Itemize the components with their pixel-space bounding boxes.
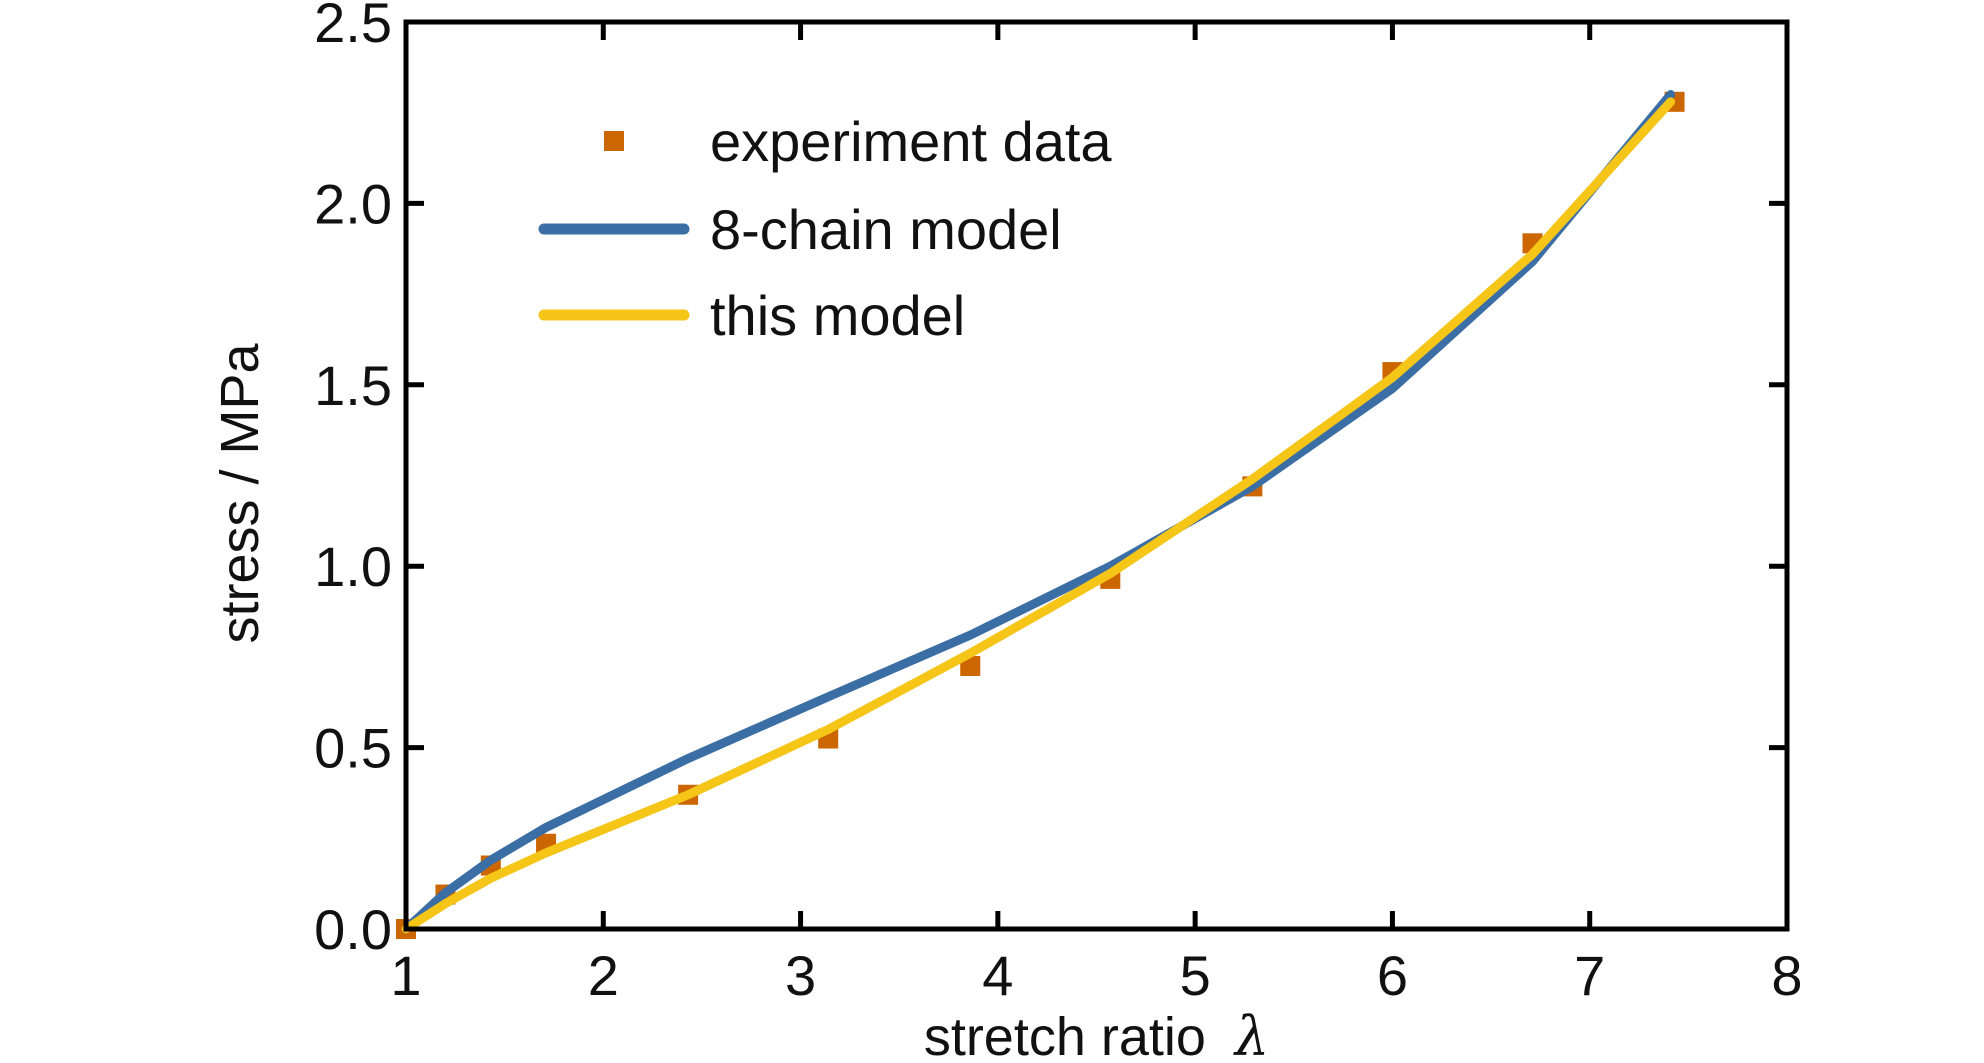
series-line-8-chain-model — [401, 90, 1676, 934]
y-tick-label: 1.5 — [314, 354, 392, 417]
legend-label-this-model: this model — [710, 284, 965, 347]
y-axis-ticks: 0.0 0.5 1.0 1.5 2.0 2.5 — [314, 0, 1787, 961]
x-tick-label: 3 — [785, 944, 816, 1007]
x-tick-label: 2 — [588, 944, 619, 1007]
y-tick-label: 2.0 — [314, 172, 392, 235]
x-axis-title-text: stretch ratio — [924, 1007, 1206, 1063]
y-tick-label: 0.0 — [314, 898, 392, 961]
legend-swatch-experiment-data — [604, 131, 624, 151]
y-tick-label: 0.5 — [314, 717, 392, 780]
x-tick-label: 1 — [390, 944, 421, 1007]
legend-label-experiment-data: experiment data — [710, 110, 1112, 173]
x-axis-title: stretch ratio λ — [924, 1005, 1269, 1063]
series-lines — [401, 90, 1676, 934]
legend: experiment data 8-chain model this model — [538, 110, 1112, 347]
x-tick-label: 4 — [982, 944, 1013, 1007]
x-axis-ticks: 1 2 3 4 5 6 7 8 — [390, 22, 1803, 1007]
y-tick-label: 1.0 — [314, 535, 392, 598]
x-tick-label: 7 — [1574, 944, 1605, 1007]
x-tick-label: 8 — [1771, 944, 1802, 1007]
plot-frame — [403, 19, 1790, 932]
x-tick-label: 5 — [1180, 944, 1211, 1007]
x-axis-title-symbol: λ — [1233, 1005, 1269, 1063]
series-line-this-model — [401, 97, 1676, 934]
legend-label-8-chain-model: 8-chain model — [710, 198, 1062, 261]
y-axis-title: stress / MPa — [210, 343, 270, 644]
y-tick-label: 2.5 — [314, 0, 392, 54]
x-tick-label: 6 — [1377, 944, 1408, 1007]
